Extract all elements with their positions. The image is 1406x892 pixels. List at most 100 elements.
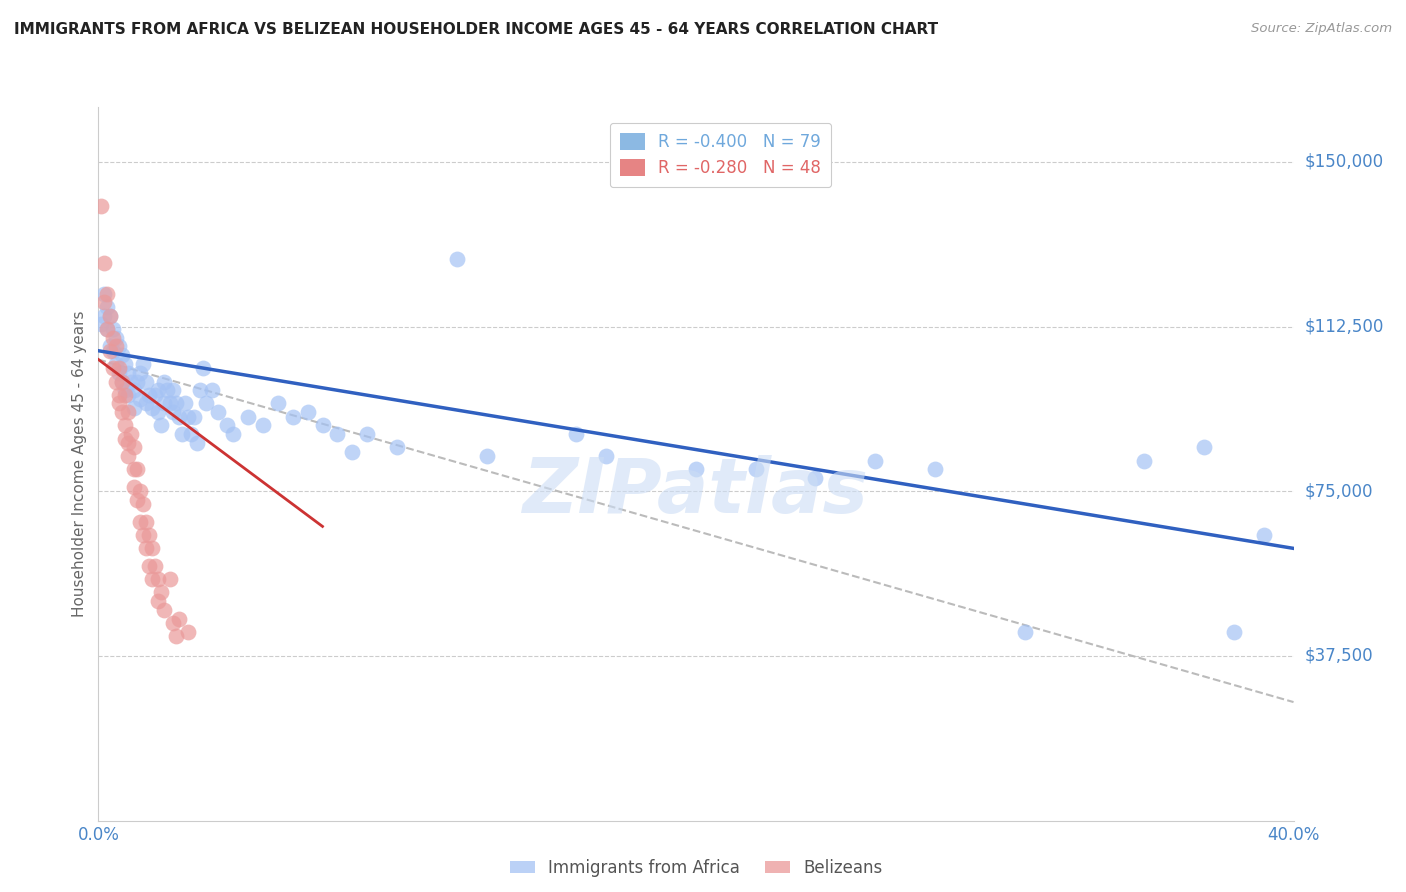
Point [111,375,134,389]
Point [191,361,214,376]
Point [96,322,118,336]
Point [120,375,142,389]
Point [93,295,115,310]
Point [186,436,208,450]
Point [153,603,176,617]
Point [124,441,146,455]
Point [165,396,187,410]
Point [565,427,588,442]
Text: ZIPatlas: ZIPatlas [523,456,869,529]
Point [114,432,136,446]
Point [222,427,245,442]
Point [114,418,136,433]
Point [132,498,155,512]
Point [108,396,131,410]
Point [103,330,125,344]
Point [924,462,946,476]
Point [326,427,349,442]
Point [105,375,128,389]
Point [201,384,224,398]
Point [103,322,125,336]
Point [297,405,319,419]
Point [141,572,163,586]
Point [1223,624,1246,639]
Point [93,309,115,323]
Point [117,436,139,450]
Point [174,396,197,410]
Point [93,256,115,270]
Point [865,453,887,467]
Point [135,541,157,556]
Text: IMMIGRANTS FROM AFRICA VS BELIZEAN HOUSEHOLDER INCOME AGES 45 - 64 YEARS CORRELA: IMMIGRANTS FROM AFRICA VS BELIZEAN HOUSE… [14,22,938,37]
Point [117,387,139,401]
Point [385,441,409,455]
Point [143,387,166,401]
Point [311,418,333,433]
Point [129,366,152,380]
Point [159,572,181,586]
Point [135,396,157,410]
Point [153,396,176,410]
Point [96,322,118,336]
Point [108,366,131,380]
Point [167,612,190,626]
Point [98,343,122,358]
Point [124,480,146,494]
Point [132,528,155,542]
Point [98,309,122,323]
Point [177,409,200,424]
Point [114,387,136,401]
Point [111,375,134,389]
Point [141,401,163,415]
Point [281,409,304,424]
Point [108,387,131,401]
Point [595,449,617,463]
Point [96,286,118,301]
Point [127,462,149,476]
Point [143,558,166,573]
Point [108,361,131,376]
Point [114,357,136,371]
Point [162,384,184,398]
Point [105,357,128,371]
Point [159,396,181,410]
Point [120,427,142,442]
Point [96,300,118,314]
Point [156,384,179,398]
Point [267,396,290,410]
Point [138,387,160,401]
Point [138,558,160,573]
Point [103,343,125,358]
Point [177,624,200,639]
Point [90,199,112,213]
Point [141,541,163,556]
Point [188,384,211,398]
Point [148,594,170,608]
Point [162,405,184,419]
Point [90,318,112,332]
Point [108,339,131,353]
Point [129,515,152,529]
Point [148,405,170,419]
Text: Source: ZipAtlas.com: Source: ZipAtlas.com [1251,22,1392,36]
Point [124,401,146,415]
Point [148,572,170,586]
Point [117,449,139,463]
Point [114,384,136,398]
Legend: Immigrants from Africa, Belizeans: Immigrants from Africa, Belizeans [503,853,889,884]
Point [117,366,139,380]
Point [1192,441,1215,455]
Point [124,384,146,398]
Point [685,462,707,476]
Text: $37,500: $37,500 [1305,647,1374,665]
Y-axis label: Householder Income Ages 45 - 64 years: Householder Income Ages 45 - 64 years [72,310,87,617]
Text: $75,000: $75,000 [1305,483,1374,500]
Point [98,309,122,323]
Point [172,427,194,442]
Point [215,418,238,433]
Point [132,357,155,371]
Point [103,361,125,376]
Text: $150,000: $150,000 [1305,153,1384,171]
Point [162,615,184,630]
Point [745,462,768,476]
